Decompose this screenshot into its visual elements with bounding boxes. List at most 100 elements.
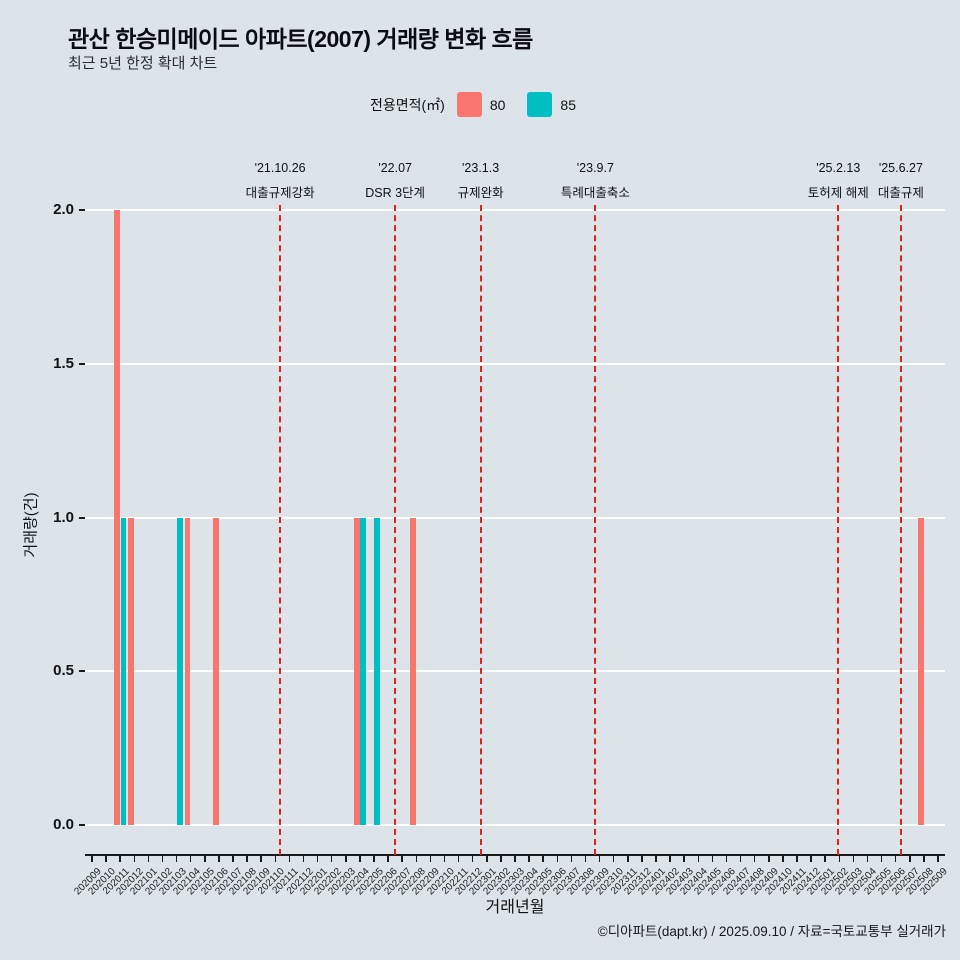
- plot-panel: [85, 205, 945, 856]
- annotation-text: 토허제 해제: [807, 186, 869, 200]
- annotation-line: [279, 205, 282, 855]
- x-tick-mark: [753, 856, 756, 862]
- y-tick-label: 2.0: [53, 201, 74, 218]
- x-tick-mark: [528, 856, 530, 862]
- gridline: [85, 670, 945, 673]
- annotation-text: 특례대출축소: [560, 186, 630, 200]
- bar-85-202204: [360, 517, 367, 825]
- x-tick-mark: [232, 856, 234, 862]
- annotation-text: 대출규제강화: [245, 186, 315, 200]
- x-tick-mark: [598, 856, 601, 862]
- x-tick-mark: [782, 856, 784, 862]
- legend-swatch-85: [527, 92, 553, 117]
- bar-80-202208: [410, 517, 416, 825]
- bar-85-202103: [176, 517, 183, 825]
- bar-80-202011: [114, 210, 120, 825]
- annotation-date: '25.6.27: [878, 161, 923, 175]
- x-tick-mark: [91, 856, 93, 862]
- page-subtitle: 최근 5년 한정 확대 차트: [68, 55, 218, 72]
- annotation-line: [837, 205, 840, 855]
- y-tick-label: 1.5: [53, 354, 74, 372]
- legend-label-85: 85: [560, 96, 576, 113]
- x-tick-mark: [725, 856, 728, 862]
- x-tick-mark: [852, 856, 855, 862]
- x-tick-mark: [655, 856, 657, 862]
- y-tick-label: 0.5: [53, 662, 74, 680]
- annotation-line: [594, 205, 597, 855]
- annotation-date: '22.07: [378, 161, 412, 175]
- page-title: 관산 한승미메이드 아파트(2007) 거래량 변화 흐름: [68, 26, 533, 52]
- x-tick-mark: [612, 856, 615, 862]
- x-tick-mark: [161, 856, 164, 862]
- x-tick-mark: [330, 856, 333, 862]
- x-tick-mark: [175, 856, 178, 862]
- x-tick-mark: [373, 856, 375, 862]
- y-tick-mark: [79, 516, 85, 519]
- x-tick-mark: [246, 856, 248, 862]
- x-tick-mark: [345, 856, 347, 862]
- x-tick-mark: [359, 856, 361, 862]
- annotation-text: 규제완화: [457, 186, 504, 200]
- bar-80-202508: [917, 517, 924, 825]
- gridline: [85, 362, 945, 365]
- x-tick-mark: [401, 856, 403, 862]
- y-tick-mark: [79, 824, 85, 826]
- annotation-date: '21.10.26: [254, 161, 306, 175]
- x-tick-mark: [189, 856, 192, 862]
- x-tick-mark: [866, 856, 869, 862]
- gridline: [85, 516, 945, 519]
- annotation-text: DSR 3단계: [365, 186, 426, 200]
- annotation-date: '23.1.3: [462, 161, 500, 175]
- x-tick-mark: [429, 856, 432, 862]
- y-tick-label: 0.0: [53, 816, 74, 833]
- x-tick-mark: [739, 856, 742, 862]
- annotation-line: [899, 205, 902, 855]
- x-tick-mark: [316, 856, 319, 862]
- x-tick-mark: [443, 856, 446, 862]
- x-tick-mark: [119, 856, 121, 862]
- x-tick-mark: [641, 856, 643, 862]
- x-tick-mark: [937, 856, 939, 862]
- legend-title: 전용면적(㎡): [369, 96, 445, 113]
- x-tick-mark: [542, 856, 544, 862]
- x-tick-mark: [556, 856, 559, 862]
- x-tick-mark: [697, 856, 700, 862]
- x-tick-mark: [669, 856, 671, 862]
- x-tick-mark: [810, 856, 812, 862]
- x-tick-mark: [274, 856, 277, 862]
- x-tick-mark: [415, 856, 418, 862]
- y-tick-mark: [79, 209, 85, 211]
- x-tick-mark: [387, 856, 389, 862]
- x-tick-mark: [105, 856, 107, 862]
- x-tick-mark: [486, 856, 488, 862]
- x-axis-title: 거래년월: [485, 899, 545, 916]
- x-tick-mark: [500, 856, 502, 862]
- x-tick-mark: [838, 856, 840, 862]
- x-tick-mark: [260, 856, 262, 862]
- x-tick-mark: [204, 856, 206, 862]
- x-tick-mark: [514, 856, 516, 862]
- bar-85-202205: [374, 517, 381, 825]
- bar-80-202106: [212, 517, 219, 825]
- bar-80-202104: [184, 517, 191, 825]
- x-tick-mark: [923, 856, 925, 862]
- x-tick-mark: [584, 856, 587, 862]
- y-tick-mark: [79, 362, 85, 365]
- x-tick-mark: [471, 856, 474, 862]
- x-axis-line: [85, 854, 945, 856]
- legend: 전용면적(㎡) 80 85: [0, 92, 960, 117]
- x-tick-mark: [909, 856, 911, 862]
- annotation-date: '25.2.13: [816, 161, 861, 175]
- x-tick-mark: [133, 856, 136, 862]
- x-tick-mark: [627, 856, 629, 862]
- bar-80-202012: [128, 517, 135, 825]
- bar-80-202204: [353, 517, 360, 825]
- x-tick-mark: [288, 856, 291, 862]
- legend-swatch-80: [456, 92, 482, 117]
- y-tick-label: 1.0: [53, 508, 74, 526]
- x-tick-mark: [880, 856, 883, 862]
- x-tick-mark: [824, 856, 826, 862]
- x-tick-mark: [796, 856, 798, 862]
- x-tick-mark: [711, 856, 714, 862]
